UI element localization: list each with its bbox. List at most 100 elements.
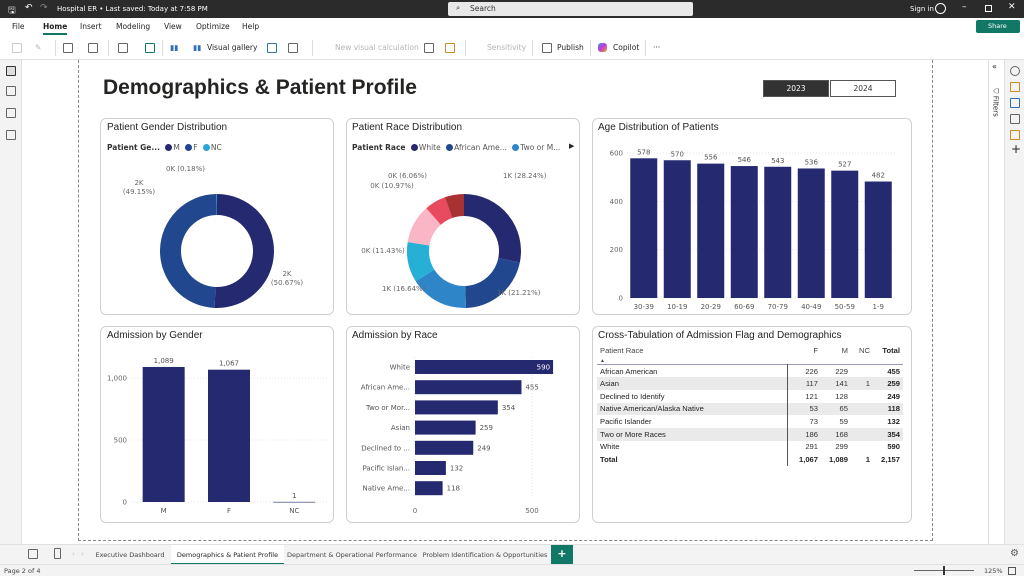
gender-donut (160, 194, 275, 308)
file-title[interactable]: Hospital ER • Last saved: Today at 7:58 … (57, 5, 208, 13)
cell (851, 441, 873, 454)
age-distribution-card[interactable]: Age Distribution of Patients 0 200 400 600 5… (592, 118, 912, 315)
bar (697, 163, 725, 298)
minimize-icon[interactable]: – (962, 2, 967, 12)
table-row[interactable]: White 291 299 590 (597, 440, 903, 454)
copilot-button[interactable]: Copilot (613, 43, 640, 52)
more-options-button[interactable]: ··· (653, 43, 661, 52)
table-row[interactable]: Native American/Alaska Native 53 65 118 (597, 402, 903, 416)
visualizations-pane-icon[interactable] (1010, 82, 1020, 92)
selection-pane-icon[interactable] (1010, 130, 1020, 140)
transform-data-icon[interactable] (118, 43, 128, 53)
legend-item[interactable]: African Ame... (454, 143, 507, 152)
race-distribution-card[interactable]: Patient Race Distribution Patient Race W… (346, 118, 580, 315)
legend-item[interactable]: F (193, 143, 198, 152)
bar (797, 168, 825, 298)
close-icon[interactable]: ✕ (1008, 2, 1016, 12)
menu-home[interactable]: Home (43, 22, 68, 35)
visual-gallery-button[interactable]: Visual gallery (207, 43, 258, 52)
menu-file[interactable]: File (12, 22, 25, 31)
expand-icon[interactable]: « (992, 62, 997, 71)
format-painter-icon[interactable]: ✎ (35, 43, 42, 52)
table-row[interactable]: Pacific Islander 73 59 132 (597, 415, 903, 428)
column-header[interactable]: NC (859, 346, 870, 355)
publish-button[interactable]: Publish (557, 43, 584, 52)
search-input[interactable]: ⌕ Search (448, 2, 693, 16)
data-label: 118 (447, 485, 460, 493)
year-2023-button[interactable]: 2023 (763, 80, 829, 97)
settings-icon[interactable]: ⚙ (1010, 548, 1019, 559)
share-button[interactable]: Share (976, 20, 1020, 33)
column-header[interactable]: Patient Race ▲ (600, 346, 644, 364)
column-header[interactable]: Total (882, 346, 900, 355)
cell: 128 (835, 391, 848, 401)
redo-icon[interactable]: ↷ (40, 3, 48, 13)
page-tab-problem-identification[interactable]: Problem Identification & Opportunities (422, 551, 548, 559)
table-view-icon[interactable] (6, 86, 16, 96)
next-page-icon[interactable]: › (81, 550, 84, 558)
table-row[interactable]: African American 226 229 455 (597, 364, 903, 378)
admission-race-card[interactable]: Admission by Race 0 500 White 590 African Am… (346, 326, 580, 523)
column-header[interactable]: F (813, 346, 818, 355)
cell: 1 (851, 377, 873, 390)
avatar-icon[interactable] (935, 3, 946, 14)
table-row[interactable]: Two or More Races 186 168 354 (597, 427, 903, 441)
zoom-slider-handle[interactable] (943, 566, 945, 575)
add-page-button[interactable]: + (551, 545, 573, 565)
excel-icon[interactable] (88, 43, 98, 53)
undo-icon[interactable]: ↶ (25, 3, 33, 13)
data-label: 455 (525, 384, 538, 392)
table-row[interactable]: Asian 117 141 1 259 (597, 377, 903, 390)
admission-gender-card[interactable]: Admission by Gender 0 500 1,000 1,089 M 1,067… (100, 326, 334, 523)
bookmarks-icon[interactable] (1010, 114, 1020, 124)
title-bar: 🖫 ↶ ↷ Hospital ER • Last saved: Today at… (0, 0, 1024, 18)
legend-item[interactable]: M (173, 143, 180, 152)
quick-measure-icon[interactable] (445, 43, 455, 53)
desktop-layout-icon[interactable] (28, 549, 38, 559)
search-icon: ⌕ (456, 3, 461, 12)
row-label: Native American/Alaska Native (597, 402, 787, 416)
report-view-icon[interactable] (6, 66, 16, 76)
legend-next-icon[interactable]: ▶ (569, 142, 575, 150)
page-tab-department[interactable]: Department & Operational Performance (287, 551, 417, 559)
x-tick-label: 30-39 (634, 303, 654, 311)
menu-view[interactable]: View (164, 22, 182, 31)
model-view-icon[interactable] (6, 108, 16, 118)
calculator-icon[interactable] (424, 43, 434, 53)
maximize-icon[interactable] (985, 5, 992, 12)
refresh-icon[interactable] (145, 43, 155, 53)
paste-icon[interactable] (12, 43, 22, 53)
menu-insert[interactable]: Insert (80, 22, 102, 31)
page-tab-demographics[interactable]: Demographics & Patient Profile (171, 545, 284, 565)
legend-item[interactable]: Two or M... (520, 143, 561, 152)
new-visual-calculation-button[interactable]: New visual calculation (335, 43, 419, 52)
get-data-icon[interactable] (63, 43, 73, 53)
mobile-layout-icon[interactable] (54, 548, 61, 559)
add-pane-icon[interactable]: + (1011, 142, 1022, 156)
menu-modeling[interactable]: Modeling (116, 22, 151, 31)
new-visual-icon[interactable]: ▮▮ (170, 43, 179, 52)
prev-page-icon[interactable]: ‹ (72, 550, 75, 558)
page-tab-executive-dashboard[interactable]: Executive Dashboard (95, 551, 165, 559)
sensitivity-button[interactable]: Sensitivity (487, 43, 527, 52)
menu-help[interactable]: Help (242, 22, 260, 31)
data-pane-icon[interactable] (1010, 66, 1020, 76)
sign-in-link[interactable]: Sign in (910, 5, 934, 13)
dax-query-icon[interactable] (6, 130, 16, 140)
fit-to-page-icon[interactable] (1008, 567, 1016, 575)
table-row[interactable]: Declined to Identify 121 128 249 (597, 389, 903, 403)
legend-item[interactable]: NC (210, 143, 222, 152)
text-box-icon[interactable] (267, 43, 277, 53)
format-pane-icon[interactable] (1010, 98, 1020, 108)
cross-tab-card[interactable]: Cross-Tabulation of Admission Flag and D… (592, 326, 912, 523)
column-header[interactable]: M (841, 346, 848, 355)
more-visuals-icon[interactable] (288, 43, 298, 53)
gender-distribution-card[interactable]: Patient Gender Distribution Patient Ge..… (100, 118, 334, 315)
save-icon[interactable]: 🖫 (8, 6, 16, 16)
filters-pane-collapsed[interactable]: « ⛉ Filters (988, 60, 1004, 544)
total-cell: 2,157 (880, 455, 900, 465)
menu-optimize[interactable]: Optimize (196, 22, 230, 31)
legend-item[interactable]: White (418, 143, 441, 152)
year-2024-button[interactable]: 2024 (830, 80, 896, 97)
cell: 590 (887, 442, 900, 452)
